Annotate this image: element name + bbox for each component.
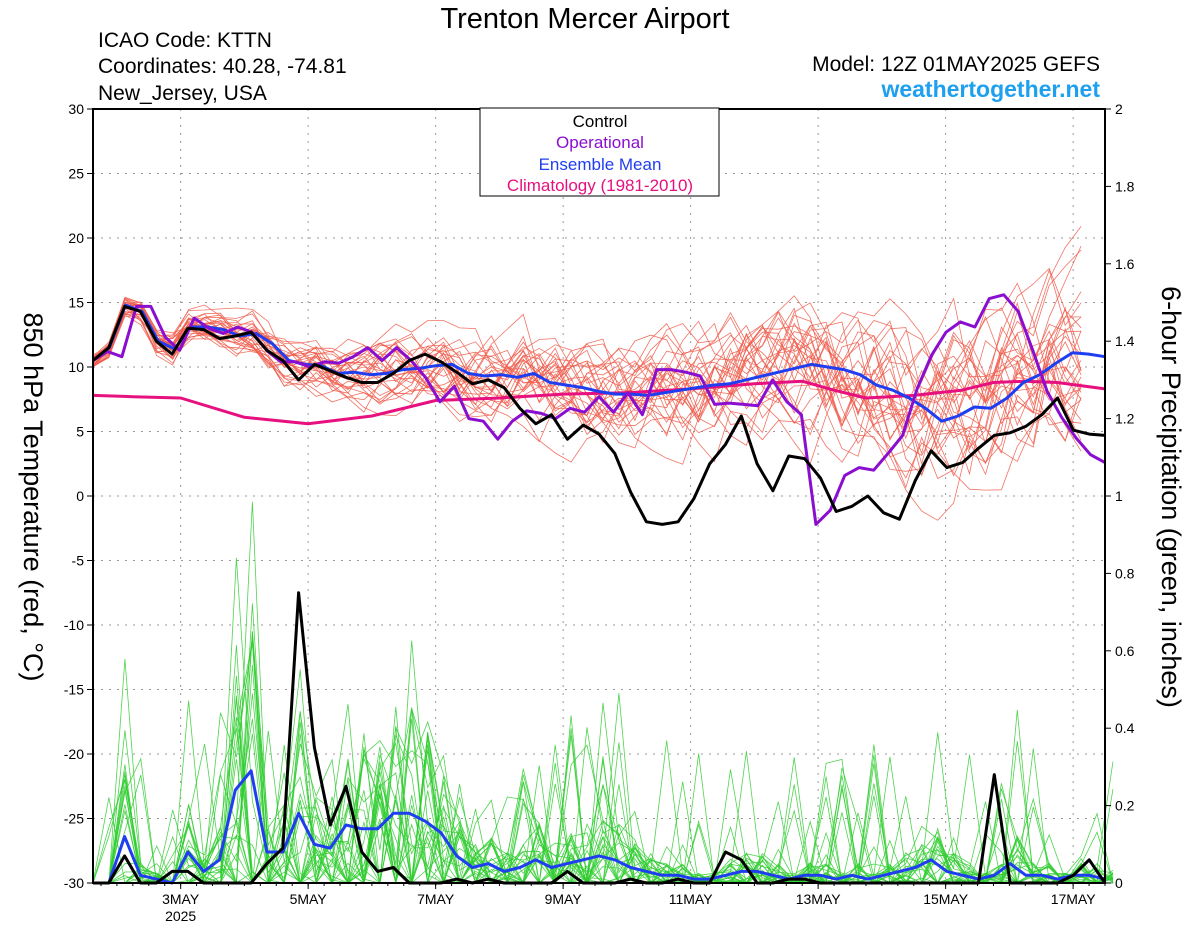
- precip-ensemble-mean-line: [93, 769, 1106, 885]
- precip-member-line: [92, 642, 1114, 884]
- x-tick-label: 5MAY: [290, 891, 328, 907]
- y-tick-label: 5: [76, 424, 84, 440]
- legend-ensemble-mean: Ensemble Mean: [539, 155, 662, 174]
- x-tick-label: 17MAY: [1051, 891, 1097, 907]
- y2-tick-label: 1.6: [1115, 256, 1135, 272]
- y-tick-label: -10: [64, 617, 84, 633]
- y2-axis: 2 1.8 1.6 1.4 1.2 1 0.8 0.6 0.4 0.2 0: [1105, 101, 1135, 891]
- y2-tick-label: 0: [1115, 875, 1123, 891]
- y-tick-label: -30: [64, 875, 84, 891]
- y-axis: 30 25 20 15 10 5 0 -5 -10 -15 -20 -25 -30: [64, 101, 93, 891]
- y-tick-label: -5: [72, 553, 85, 569]
- temp-member-line: [92, 301, 1082, 454]
- y2-tick-label: 1.4: [1115, 333, 1135, 349]
- chart-title: Trenton Mercer Airport: [440, 3, 729, 35]
- temp-member-line: [92, 308, 1082, 463]
- y2-tick-label: 2: [1115, 101, 1123, 117]
- temp-control-line: [92, 304, 1106, 526]
- x-tick-label: 9MAY: [545, 891, 583, 907]
- temp-member-line: [92, 303, 1082, 521]
- y-tick-label: 20: [68, 230, 84, 246]
- temp-member-line: [92, 268, 1082, 421]
- precip-member-line: [93, 658, 1114, 885]
- y-tick-label: -25: [64, 811, 84, 827]
- x-tick-label: 3MAY: [162, 891, 200, 907]
- x-tick-label: 15MAY: [923, 891, 969, 907]
- legend-control: Control: [573, 112, 628, 131]
- y2-tick-label: 0.4: [1115, 720, 1135, 736]
- y2-tick-label: 1.2: [1115, 411, 1135, 427]
- legend: Control Operational Ensemble Mean Climat…: [479, 107, 720, 197]
- y-tick-label: 15: [68, 295, 84, 311]
- temp-ensemble-mean-line: [92, 303, 1106, 423]
- y-tick-label: 25: [68, 166, 84, 182]
- precip-member-line: [93, 501, 1114, 885]
- series-lines: [92, 293, 1107, 885]
- legend-box: [479, 107, 720, 197]
- legend-operational: Operational: [556, 133, 644, 152]
- y-tick-label: 30: [68, 101, 84, 117]
- site-link[interactable]: weathertogether.net: [880, 76, 1100, 102]
- y-tick-label: -20: [64, 746, 84, 762]
- y-tick-label: 0: [76, 488, 84, 504]
- ensemble-members: [92, 226, 1114, 885]
- temp-member-line: [92, 245, 1082, 451]
- y-axis-title: 850 hPa Temperature (red, °C): [18, 313, 48, 682]
- y2-tick-label: 1.8: [1115, 178, 1135, 194]
- precip-member-line: [93, 645, 1113, 885]
- temp-member-line: [92, 295, 1082, 477]
- temp-member-line: [92, 312, 1082, 466]
- y2-tick-label: 0.6: [1115, 643, 1135, 659]
- y-tick-label: 10: [68, 359, 84, 375]
- y2-tick-label: 0.8: [1115, 565, 1135, 581]
- x-tick-sublabel: 2025: [165, 908, 196, 924]
- temp-member-line: [92, 297, 1082, 444]
- temp-member-line: [92, 304, 1082, 462]
- coordinates: Coordinates: 40.28, -74.81: [98, 55, 347, 78]
- y2-axis-title: 6-hour Precipitation (green, inches): [1156, 286, 1186, 708]
- y2-tick-label: 1: [1115, 488, 1123, 504]
- legend-climatology: Climatology (1981-2010): [507, 176, 693, 195]
- temp-member-line: [92, 291, 1082, 410]
- model-run: Model: 12Z 01MAY2025 GEFS: [812, 53, 1100, 76]
- icao-code: ICAO Code: KTTN: [98, 29, 272, 52]
- region: New_Jersey, USA: [98, 82, 267, 105]
- x-tick-label: 11MAY: [669, 891, 713, 907]
- temp-member-line: [92, 249, 1082, 476]
- x-tick-label: 7MAY: [417, 891, 455, 907]
- temp-member-line: [92, 267, 1082, 440]
- x-tick-label: 13MAY: [796, 891, 842, 907]
- y-tick-label: -15: [64, 682, 84, 698]
- precip-member-line: [93, 631, 1114, 885]
- y2-tick-label: 0.2: [1115, 798, 1135, 814]
